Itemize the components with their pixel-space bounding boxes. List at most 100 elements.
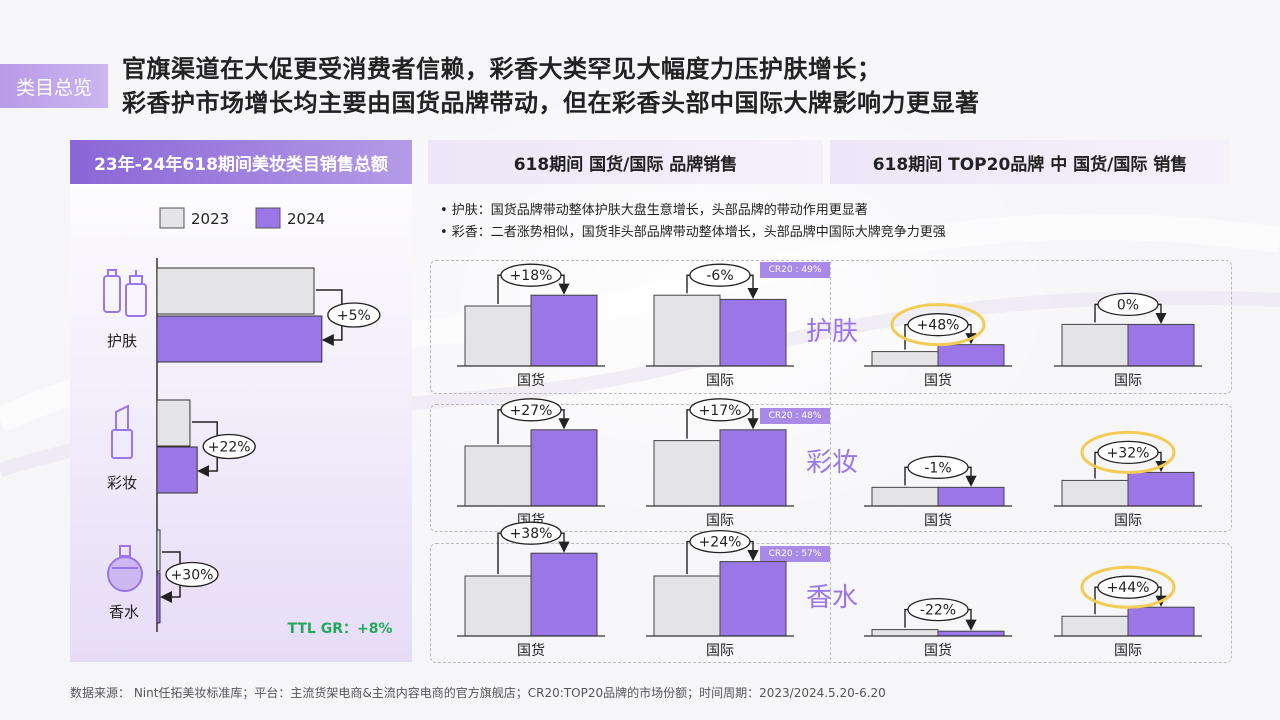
right-growth-bubble [907, 313, 969, 337]
legend-swatch-2024 [255, 207, 281, 229]
row-label-makeup: 彩妆 [806, 448, 858, 478]
mid-growth-bubble [500, 398, 562, 422]
mid-growth-bubble [689, 263, 751, 287]
left-growth-label: +22% [208, 440, 251, 456]
left-growth-bubble [202, 433, 256, 460]
right-bar-2024 [937, 486, 1005, 507]
right-growth-bubble [907, 597, 969, 622]
right-highlight-ring [890, 303, 986, 347]
right-bar-2023 [1061, 323, 1129, 367]
bullet-list: • 护肤：国货品牌带动整体护肤大盘生意增长，头部品牌的带动作用更显著 • 彩香：… [440, 200, 946, 244]
mid-growth-label: +24% [699, 535, 742, 551]
right-growth-label: +48% [917, 318, 960, 334]
page-title: 官旗渠道在大促更受消费者信赖，彩香大类罕见大幅度力压护肤增长； 彩香护市场增长均… [122, 52, 980, 120]
mid-bar-2024 [530, 294, 598, 367]
skincare-bottles-icon [103, 269, 147, 317]
title-line-2: 彩香护市场增长均主要由国货品牌带动，但在彩香头部中国际大牌影响力更显著 [122, 89, 980, 117]
right-bar-2024 [1127, 323, 1195, 367]
header-right: 618期间 TOP20品牌 中 国货/国际 销售 [830, 140, 1230, 184]
mid-category-label: 国际 [706, 513, 734, 529]
lipstick-icon [111, 404, 133, 459]
right-growth-label: +32% [1107, 445, 1150, 461]
mid-growth-label: +17% [699, 403, 742, 419]
right-growth-bubble [1097, 440, 1159, 465]
right-bar-2024 [937, 630, 1005, 637]
left-bar-2023 [156, 529, 161, 572]
mid-bar-2023 [464, 445, 532, 507]
mid-growth-label: +18% [510, 268, 553, 284]
right-growth-label: +44% [1107, 580, 1150, 596]
right-category-label: 国际 [1114, 643, 1142, 659]
row-box-fragrance [430, 543, 1232, 663]
row-label-skincare: 护肤 [806, 317, 858, 347]
chart-marks: +5% +22% +30% 国货 +18% 国际 -6% 国货 +27% 国际 +17% 国货 +38%… [156, 258, 1202, 659]
mid-bar-2023 [653, 575, 721, 637]
right-highlight-ring [1080, 565, 1176, 609]
mid-bar-2023 [464, 305, 532, 367]
mid-category-label: 国际 [706, 373, 734, 389]
row-box-skincare [430, 260, 1232, 394]
right-growth-bubble [1097, 575, 1159, 599]
mid-bar-2024 [719, 429, 787, 507]
left-growth-bubble [165, 561, 219, 588]
mid-growth-label: +27% [510, 403, 553, 419]
left-growth-bubble [327, 302, 381, 328]
right-bar-2023 [1061, 615, 1129, 637]
mid-bar-2023 [653, 294, 721, 367]
bullet-makeup-fragrance: • 彩香：二者涨势相似，国货非头部品牌带动整体增长，头部品牌中国际大牌竞争力更强 [440, 225, 946, 240]
bullet-skincare: • 护肤：国货品牌带动整体护肤大盘生意增长，头部品牌的带动作用更显著 [440, 203, 868, 218]
left-bar-2024 [156, 572, 161, 624]
right-category-label: 国货 [924, 642, 952, 659]
right-bar-2023 [1061, 479, 1129, 507]
mid-bar-2024 [530, 429, 598, 507]
category-label-skincare: 护肤 [107, 332, 137, 350]
header-left: 23年-24年618期间美妆类目销售总额 [70, 140, 412, 184]
left-bar-2023 [156, 267, 315, 315]
mid-growth-label: -6% [706, 268, 733, 284]
right-bar-2024 [937, 344, 1005, 367]
category-label-fragrance: 香水 [109, 603, 139, 621]
right-bar-2024 [1127, 606, 1195, 637]
mid-growth-bubble [500, 263, 562, 287]
mid-bar-2023 [653, 440, 721, 507]
right-bar-2024 [1127, 471, 1195, 507]
right-category-label: 国际 [1114, 373, 1142, 389]
right-bar-2023 [871, 351, 939, 367]
legend-label-2024: 2024 [287, 210, 325, 228]
perfume-bottle-icon [107, 545, 143, 592]
mid-bar-2024 [530, 552, 598, 637]
cr20-tag-skincare: CR20 : 49% [760, 262, 830, 278]
right-category-label: 国际 [1114, 513, 1142, 529]
column-divider [830, 262, 831, 660]
cr20-tag-makeup: CR20 : 48% [760, 408, 830, 424]
cr20-tag-fragrance: CR20 : 57% [760, 546, 830, 562]
mid-growth-bubble [500, 521, 562, 545]
right-growth-label: 0% [1117, 297, 1139, 313]
right-growth-bubble [907, 455, 969, 479]
legend-label-2023: 2023 [191, 210, 229, 228]
left-bar-2024 [156, 315, 323, 363]
mid-growth-label: +38% [510, 526, 553, 542]
left-bar-2024 [156, 446, 198, 494]
right-growth-label: -22% [920, 603, 956, 619]
ttl-growth-label: TTL GR：+8% [288, 621, 393, 637]
right-bar-2023 [871, 486, 939, 507]
left-growth-label: +30% [171, 568, 214, 584]
mid-category-label: 国货 [517, 642, 545, 659]
title-line-1: 官旗渠道在大促更受消费者信赖，彩香大类罕见大幅度力压护肤增长； [122, 55, 882, 83]
row-box-makeup [430, 404, 1232, 532]
mid-category-label: 国货 [517, 372, 545, 389]
left-bar-2023 [156, 399, 191, 447]
header-mid: 618期间 国货/国际 品牌销售 [428, 140, 823, 184]
mid-bar-2024 [719, 298, 787, 367]
right-bar-2023 [871, 629, 939, 637]
category-label-makeup: 彩妆 [107, 474, 137, 492]
right-highlight-ring [1080, 430, 1176, 474]
mid-bar-2024 [719, 561, 787, 637]
right-growth-label: -1% [924, 460, 951, 476]
right-growth-bubble [1097, 292, 1159, 317]
footer-source: 数据来源： Nint任拓美妆标准库；平台：主流货架电商&主流内容电商的官方旗舰店… [70, 686, 886, 700]
right-category-label: 国货 [924, 512, 952, 529]
mid-bar-2023 [464, 575, 532, 637]
